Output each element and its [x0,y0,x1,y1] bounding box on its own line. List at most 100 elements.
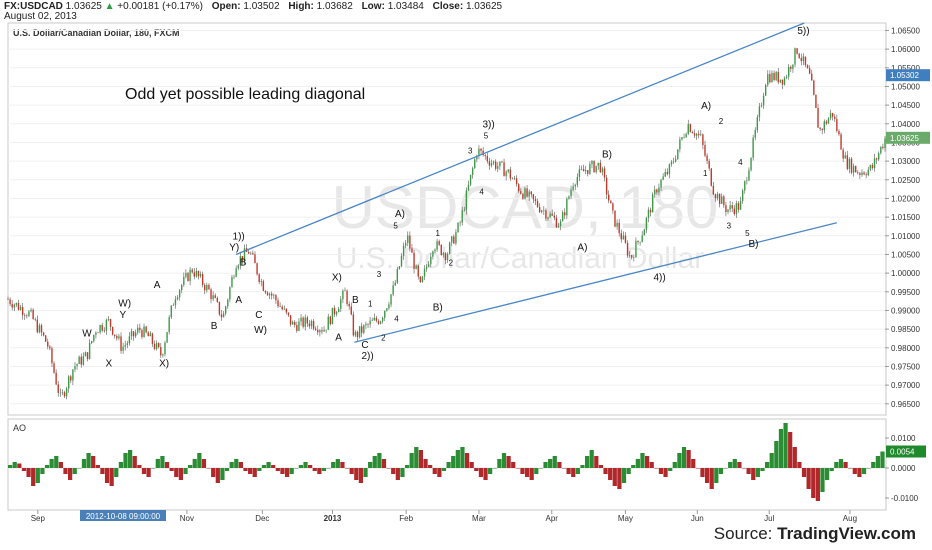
candle-body [808,68,811,74]
ao-bar [54,456,59,468]
wave-label: 1 [436,229,441,238]
candle-body [850,158,853,173]
candle-body [503,162,505,177]
candle-body [145,326,147,333]
candle-body [863,172,865,175]
candle-body [183,276,185,286]
candle-body [744,181,746,191]
wave-label: C [255,310,262,321]
ao-bar [174,468,179,477]
ao-bar [280,468,285,474]
ao-bar [114,468,119,477]
wave-label: 3)) [482,120,494,131]
candle-body [859,173,861,175]
ao-bar [829,468,834,471]
ao-bar [441,468,447,471]
candle-body [111,326,114,335]
y-tick-label-19: 1.06000 [891,45,920,54]
candle-body [206,284,208,291]
watermark-name: U.S. Dollar/Canadian Dollar [336,242,705,275]
ao-bar [464,453,470,468]
wave-label: C [361,340,368,351]
high-label: High: [288,1,314,12]
ao-bar [469,462,474,468]
candle-body [700,134,702,136]
ao-bar [843,462,848,468]
symbol-name: FX:USDCAD [4,1,63,12]
candle-body [233,276,235,278]
candle-body [867,169,869,176]
candle-body [166,332,168,343]
low-label: Low: [361,1,385,12]
wave-label: X) [159,358,169,369]
candle-body [13,304,15,308]
ao-bar [266,462,271,468]
wave-label: 4 [394,315,399,324]
ao-bar [100,468,105,474]
candle-body [181,285,183,291]
ao-bar [248,468,253,474]
candle-body [126,343,129,345]
candle-body [488,161,491,166]
candle-body [93,334,95,342]
ao-bar [552,456,557,468]
header-date: August 02, 2013 [4,11,77,22]
candle-body [463,210,465,211]
brand-name[interactable]: TradingView.com [777,524,916,543]
ao-bar [238,462,244,468]
candle-body [760,105,763,107]
candle-body [348,303,350,307]
candle-body [185,272,187,277]
candle-body [149,333,152,337]
candle-body [698,133,700,136]
wave-label: 2 [719,117,724,126]
candle-body [852,165,855,173]
candle-body [97,332,99,334]
candle-body [195,270,198,277]
x-tick-label-8: May [618,514,633,523]
candle-body [7,299,9,300]
candle-body [589,164,591,174]
candle-body [42,332,45,336]
candle-body [658,187,660,193]
candle-body [352,314,355,336]
ao-bar [451,456,456,468]
ao-bar [506,456,511,468]
candle-body [421,276,424,283]
candle-body [779,79,782,83]
candle-body [160,347,162,356]
candle-body [423,268,426,277]
candle-body [252,253,254,255]
candle-body [216,297,219,302]
candle-body [725,205,727,212]
candle-body [647,209,650,218]
candle-body [335,312,338,315]
wave-label: A [154,280,161,291]
y-tick-label-18: 1.05500 [891,64,920,73]
ao-bar [220,468,225,480]
candle-body [532,194,535,200]
ao-bar [432,468,437,474]
wave-label: Y) [229,243,239,254]
candle-body [241,256,244,261]
candle-body [107,319,110,320]
y-tick-label-11: 1.02000 [891,194,920,203]
candle-body [836,118,838,131]
wave-label: B) [433,302,443,313]
candle-body [212,295,214,300]
y-tick-label-1: 0.97000 [891,381,920,390]
ao-bar [635,459,640,468]
candle-body [413,252,415,269]
candle-body [869,165,872,170]
ao-bar [104,468,110,483]
ao-bar [372,456,377,468]
ao-bar [363,468,368,477]
candle-body [710,168,712,186]
candle-body [639,241,641,243]
wave-label: 5)) [797,26,809,37]
candle-body [603,168,606,178]
y-tick-label-5: 0.99000 [891,306,920,315]
candle-body [817,107,819,128]
candle-body [664,171,666,177]
